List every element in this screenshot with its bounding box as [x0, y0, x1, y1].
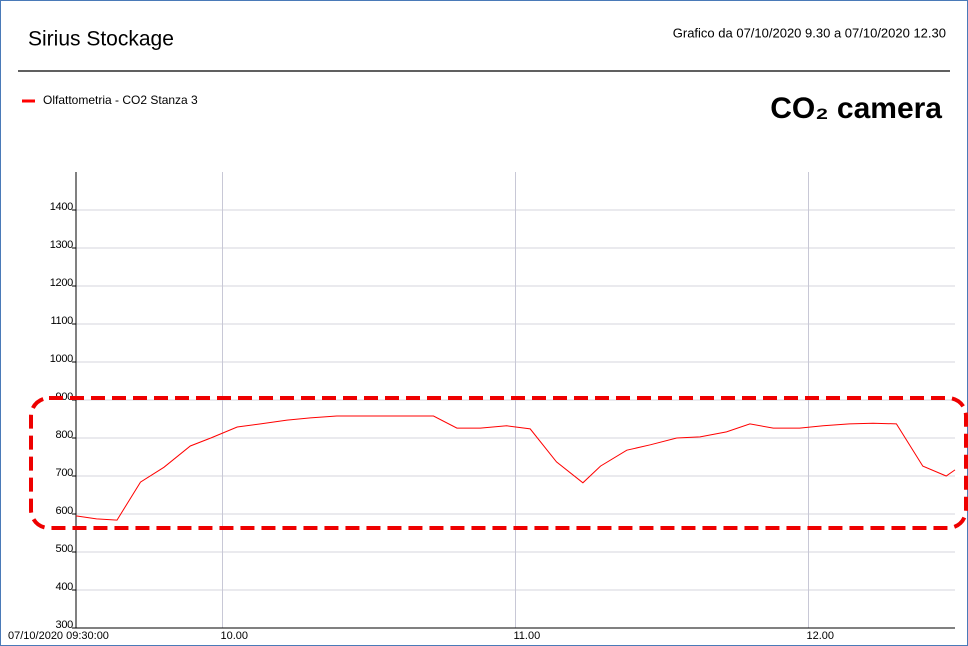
y-tick-label: 1300 — [50, 239, 73, 251]
x-tick-label: 07/10/2020 09:30:00 — [8, 630, 109, 642]
chart-subtitle: Grafico da 07/10/2020 9.30 a 07/10/2020 … — [673, 25, 946, 40]
y-tick-label: 1400 — [50, 201, 73, 213]
y-tick-label: 500 — [56, 543, 74, 555]
x-tick-label: 11.00 — [514, 630, 541, 642]
legend-label: Olfattometria - CO2 Stanza 3 — [43, 93, 198, 107]
y-tick-label: 600 — [56, 505, 74, 517]
x-tick-label: 10.00 — [221, 630, 249, 642]
y-tick-label: 800 — [56, 429, 74, 441]
y-tick-label: 400 — [56, 581, 74, 593]
annotation: CO₂ camera — [770, 92, 942, 125]
y-tick-label: 1000 — [50, 353, 73, 365]
highlight-box — [29, 396, 968, 530]
chart-title: Sirius Stockage — [28, 28, 174, 51]
data-line — [75, 415, 956, 521]
y-tick-label: 300 — [56, 619, 74, 631]
x-tick-label: 12.00 — [807, 630, 835, 642]
y-tick-label: 1200 — [50, 277, 73, 289]
y-tick-label: 1100 — [51, 315, 74, 327]
y-tick-label: 700 — [56, 467, 74, 479]
